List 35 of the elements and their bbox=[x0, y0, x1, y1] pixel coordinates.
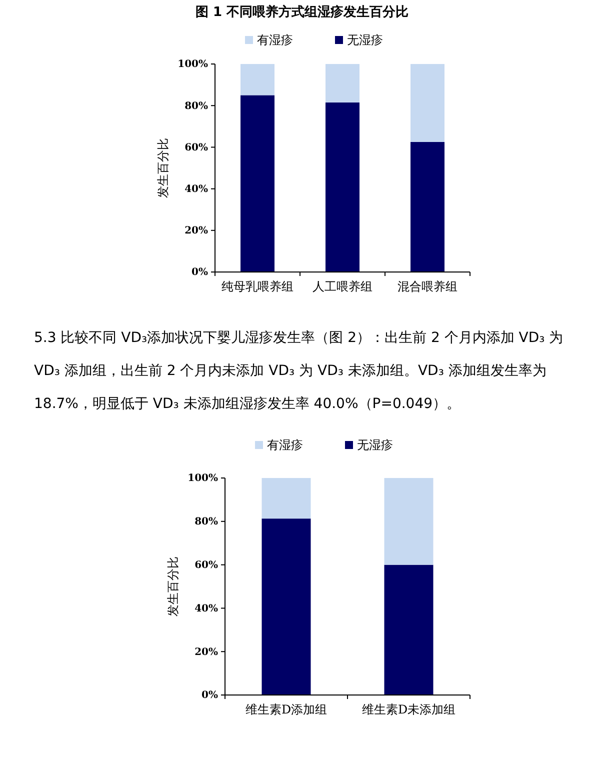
y-tick-label: 60% bbox=[184, 142, 208, 154]
bar bbox=[384, 564, 434, 695]
bar bbox=[240, 95, 274, 272]
y-tick-label: 60% bbox=[194, 560, 218, 571]
y-axis-title: 发生百分比 bbox=[156, 138, 170, 198]
y-tick-label: 100% bbox=[188, 473, 218, 484]
x-tick-label: 混合喂养组 bbox=[398, 280, 458, 294]
y-tick-label: 0% bbox=[202, 690, 218, 702]
bar bbox=[326, 102, 360, 272]
y-tick-label: 40% bbox=[184, 184, 208, 195]
text: 5.3 比较不同 VD₃添加状况下婴儿湿疹发生率（图 2）：出生前 2 个月内添加 VD₃ 为 VD₃ 添加组，出生前 2 个月内未添加 VD₃ 为 VD₃ 未添加组。VD₃ 添加组发生率为 18.7%，明显低于 VD₃ 未添加组湿疹发生率 40.0%（P=0.049）。 bbox=[34, 330, 564, 412]
y-tick-label: 20% bbox=[184, 226, 208, 237]
x-tick-label: 人工喂养组 bbox=[312, 280, 372, 294]
x-tick-label: 纯母乳喂养组 bbox=[222, 280, 294, 294]
bar bbox=[410, 142, 444, 272]
y-tick-label: 20% bbox=[194, 646, 218, 658]
y-tick-label: 80% bbox=[194, 516, 218, 528]
x-tick-label: 维生素D添加组 bbox=[245, 702, 328, 717]
legend-label: 无湿疹 bbox=[357, 438, 393, 452]
y-tick-label: 0% bbox=[192, 267, 208, 278]
chart-title: 图 1 不同喂养方式组湿疹发生百分比 bbox=[195, 4, 409, 20]
legend-label: 无湿疹 bbox=[347, 33, 383, 47]
y-tick-label: 40% bbox=[194, 603, 218, 614]
legend-label: 有湿疹 bbox=[257, 33, 293, 47]
bar bbox=[326, 64, 360, 102]
y-tick-label: 80% bbox=[184, 100, 208, 112]
legend-label: 有湿疹 bbox=[267, 438, 303, 452]
y-axis-title: 发生百分比 bbox=[166, 556, 180, 616]
x-tick-label: 维生素D未添加组 bbox=[362, 702, 456, 717]
bar bbox=[384, 478, 434, 565]
bar bbox=[262, 518, 311, 695]
bar bbox=[410, 64, 444, 142]
y-tick-label: 100% bbox=[178, 59, 208, 70]
bar bbox=[262, 478, 311, 519]
bar bbox=[240, 64, 274, 96]
